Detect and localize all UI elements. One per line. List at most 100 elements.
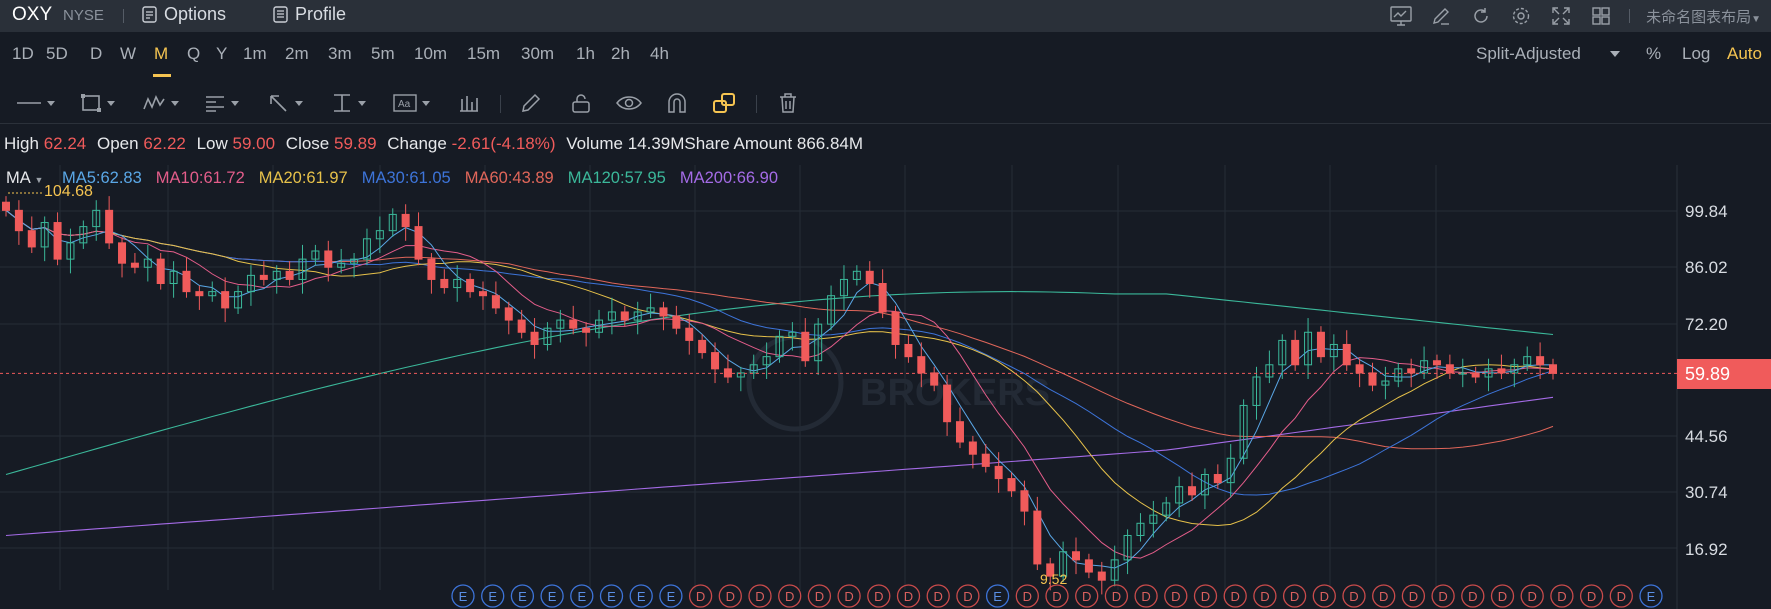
lock-icon [572,94,590,113]
candle-body [788,331,797,337]
candle-body [401,213,410,228]
candle-body [672,315,681,329]
lock-tool[interactable] [570,91,592,115]
low-label: Low [196,134,228,153]
options-button[interactable]: Options [142,4,226,25]
earnings-event-marker [659,584,683,608]
candle-body [685,327,694,341]
candle-body [1432,360,1441,366]
dividend-event-marker [718,584,742,608]
event-marker-label: D [696,589,705,604]
event-marker-label: D [1112,589,1121,604]
candle-body [633,311,642,321]
rectangle-tool[interactable] [80,91,115,115]
candle-body [698,339,707,354]
candle-body [891,311,900,345]
candle-body [968,441,977,455]
ma10-line [5,209,1554,559]
adjust-dropdown[interactable]: Split-Adjusted [1476,44,1581,63]
ma-label: MA [6,169,30,187]
event-marker-label: E [459,589,468,604]
timeframe-15m[interactable]: 15m [467,44,501,63]
candle-body [749,364,758,374]
edit-icon[interactable] [1421,3,1461,29]
event-marker-label: D [1557,589,1566,604]
divider [0,123,1771,124]
candle-body [839,278,848,297]
earnings-event-marker [570,584,594,608]
arrow-tool[interactable] [268,91,303,115]
refresh-icon[interactable] [1461,3,1501,29]
ma-indicator-toggle[interactable]: MA ▼ [6,169,43,187]
measure-tool[interactable] [331,91,366,115]
timeframe-1h[interactable]: 1h [576,44,595,63]
layout-name-dropdown[interactable]: 未命名图表布局▼ [1646,6,1761,27]
pattern-tool-icon [143,95,165,110]
event-marker-label: D [1141,589,1150,604]
earnings-event-marker [451,584,475,608]
timeframe-y[interactable]: Y [216,44,228,63]
timeframe-4h[interactable]: 4h [650,44,669,63]
grid-layout-icon[interactable] [1581,3,1621,29]
close-label: Close [285,134,330,153]
pattern-tool[interactable] [142,91,179,115]
timeframe-d[interactable]: D [90,44,103,63]
fib-tool[interactable] [204,91,239,115]
timeframe-5d[interactable]: 5D [46,44,68,63]
indicator-tool[interactable] [458,91,480,115]
percent-toggle[interactable]: % [1646,44,1662,63]
timeframe-w[interactable]: W [120,44,137,63]
candle-body [1523,356,1532,366]
log-toggle[interactable]: Log [1682,44,1711,63]
text-tool[interactable]: Aa [393,91,430,115]
dividend-event-marker [1372,584,1396,608]
timeframe-m[interactable]: M [154,44,169,63]
link-tool[interactable] [712,91,736,115]
magnet-tool[interactable] [666,91,688,115]
candle-body [1226,457,1235,484]
delete-tool[interactable] [778,91,798,115]
fullscreen-icon[interactable] [1541,3,1581,29]
price-chart[interactable]: BROKERS 9.52 E E E E E E E E D D D D D D D D D D E D D D D D D D D D D… [0,165,1771,609]
timeframe-10m[interactable]: 10m [414,44,448,63]
candle-body [1368,372,1377,386]
timeframe-q[interactable]: Q [187,44,201,63]
timeframe-1m[interactable]: 1m [243,44,267,63]
event-marker-label: D [1438,589,1447,604]
candle-body [92,209,101,228]
candle-body [994,465,1003,480]
event-marker-label: D [1201,589,1210,604]
candle-body [556,319,565,329]
ma-legend-item: MA5:62.83 [61,169,142,187]
candle-body [143,258,152,268]
symbol-ticker[interactable]: OXY [12,4,53,25]
rectangle-tool-icon [81,94,101,112]
timeframe-30m[interactable]: 30m [521,44,555,63]
earnings-event-marker [599,584,624,608]
ma200-line [5,396,1554,537]
event-marker-label: D [1528,589,1537,604]
candle-body [105,209,114,244]
profile-icon [273,6,288,23]
y-tick-label: 30.74 [1685,483,1728,502]
timeframe-1d[interactable]: 1D [12,44,34,63]
low-value: 59.00 [232,134,276,153]
timeframe-2m[interactable]: 2m [285,44,309,63]
line-tool[interactable] [16,91,55,115]
dividend-event-marker [688,584,713,608]
timeframe-5m[interactable]: 5m [371,44,395,63]
settings-icon[interactable] [1501,3,1541,29]
candle-body [427,258,436,280]
indicator-tool-icon [460,96,478,112]
candle-body [1149,514,1158,524]
timeframe-2h[interactable]: 2h [611,44,630,63]
visibility-tool[interactable] [616,91,642,115]
chart-screen-icon[interactable] [1381,3,1421,29]
profile-button[interactable]: Profile [273,4,346,25]
candle-body [1110,559,1119,581]
candle-body [1497,368,1506,374]
candle-body [607,311,616,321]
timeframe-3m[interactable]: 3m [328,44,352,63]
auto-toggle[interactable]: Auto [1727,44,1762,63]
pencil-tool[interactable] [520,91,542,115]
